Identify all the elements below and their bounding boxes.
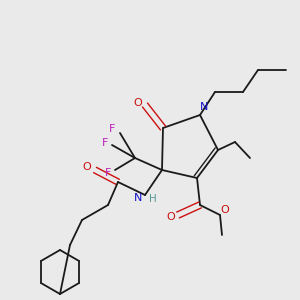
Text: F: F: [109, 124, 115, 134]
Text: F: F: [105, 168, 111, 178]
Text: O: O: [134, 98, 142, 108]
Text: N: N: [200, 102, 208, 112]
Text: O: O: [82, 162, 91, 172]
Text: H: H: [149, 194, 157, 204]
Text: O: O: [220, 205, 230, 215]
Text: N: N: [134, 193, 142, 203]
Text: F: F: [102, 138, 108, 148]
Text: O: O: [167, 212, 176, 222]
